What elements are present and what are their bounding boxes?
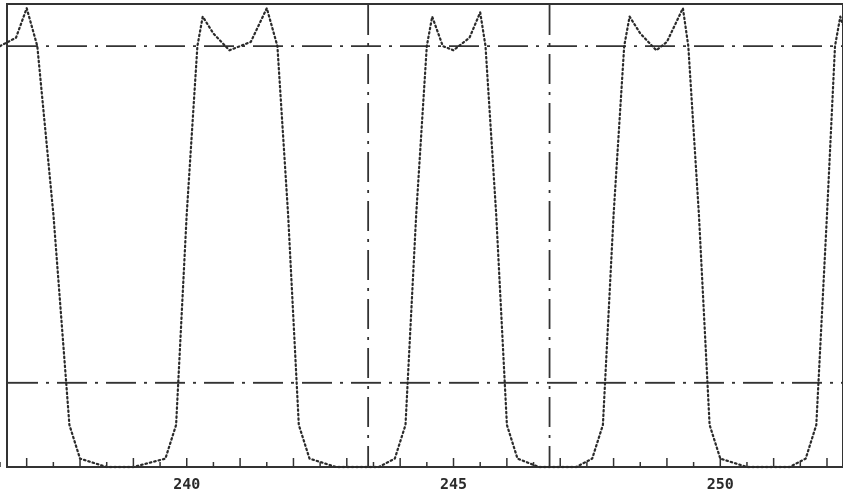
series-waveform (0, 7, 843, 469)
plot-frame (6, 3, 843, 468)
x-tick-label-250: 250 (707, 475, 734, 493)
x-tick-label-240: 240 (173, 475, 200, 493)
x-axis: 240 245 250 (0, 458, 828, 493)
reference-lines (8, 5, 843, 466)
series-line-0 (0, 7, 843, 469)
x-tick-label-245: 245 (440, 475, 467, 493)
